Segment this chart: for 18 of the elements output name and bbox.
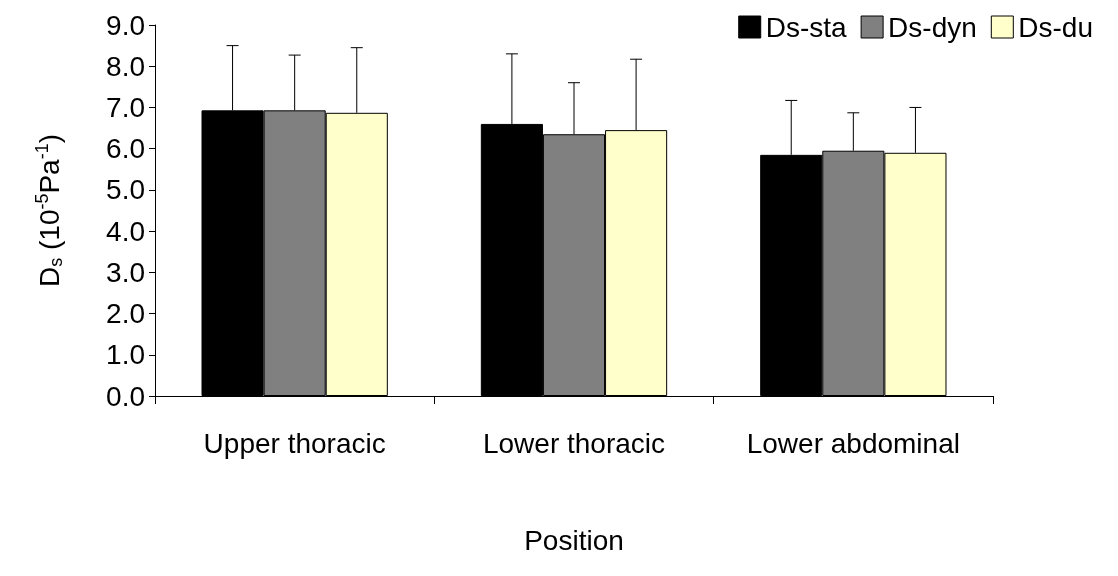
x-axis-title: Position (524, 524, 624, 556)
y-tick-label: 1.0 (106, 339, 145, 371)
x-tick-label: Lower thoracic (482, 427, 666, 459)
y-tick-label: 5.0 (106, 174, 145, 206)
legend-label: Ds-dyn (888, 11, 977, 43)
y-tick-label: 8.0 (106, 50, 145, 82)
y-tick-label: 0.0 (106, 380, 145, 412)
y-tick-label: 6.0 (106, 133, 145, 165)
y-axis-title: Ds (10-5Pa-1) (32, 133, 66, 288)
legend-label: Ds-du (1018, 11, 1094, 43)
y-tick-label: 2.0 (106, 298, 145, 330)
y-tick-label: 7.0 (106, 91, 145, 123)
x-tick-label: Upper thoracic (203, 427, 386, 459)
y-tick-label: 9.0 (106, 9, 145, 41)
x-tick-label: Lower abdominal (746, 427, 960, 459)
legend-label: Ds-sta (765, 11, 848, 43)
y-tick-label: 3.0 (106, 256, 145, 288)
y-tick-label: 4.0 (106, 215, 145, 247)
